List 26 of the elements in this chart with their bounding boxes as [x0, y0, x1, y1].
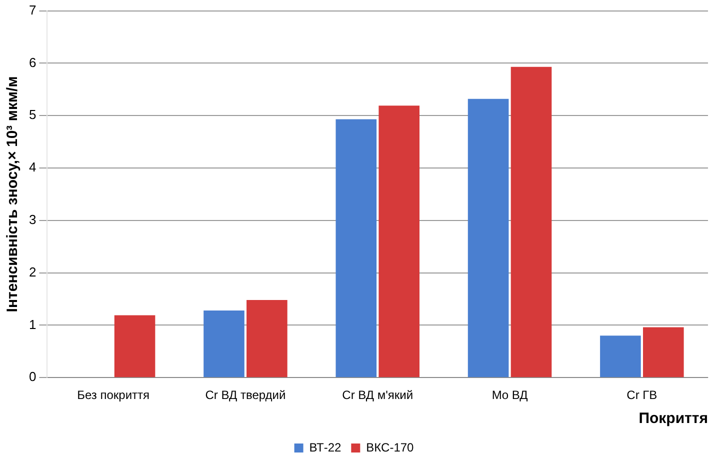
- bar: [204, 310, 244, 378]
- x-tick-label: Cr ВД м'який: [342, 388, 414, 402]
- x-tick-label: Без покриття: [77, 388, 150, 402]
- x-tick-label: Mo ВД: [492, 388, 528, 402]
- bar: [378, 106, 420, 378]
- y-tick-label: 5: [28, 107, 36, 122]
- y-tick-label: 3: [28, 212, 36, 227]
- bar: [642, 327, 684, 378]
- bar: [468, 98, 509, 378]
- y-tick-label: 7: [28, 2, 36, 18]
- y-tick-label: 0: [28, 369, 36, 384]
- y-tick-label: 4: [28, 160, 36, 175]
- y-tick-label: 6: [28, 54, 36, 70]
- bar: [600, 336, 641, 378]
- x-tick-label: Cr ВД твердий: [205, 388, 286, 402]
- y-tick-label: 2: [28, 264, 36, 280]
- bar: [246, 300, 288, 378]
- bar: [114, 315, 156, 378]
- legend-label: ВТ-22: [309, 440, 342, 454]
- legend-label: ВКС-170: [366, 440, 414, 454]
- bar: [336, 119, 377, 378]
- y-tick-label: 1: [28, 316, 36, 332]
- bar: [510, 66, 552, 378]
- y-axis-title: Інтенсивність зносу,× 10³ мкм/м: [4, 76, 22, 312]
- x-tick-label: Cr ГВ: [626, 388, 658, 402]
- x-axis-title: Покриття: [638, 410, 708, 428]
